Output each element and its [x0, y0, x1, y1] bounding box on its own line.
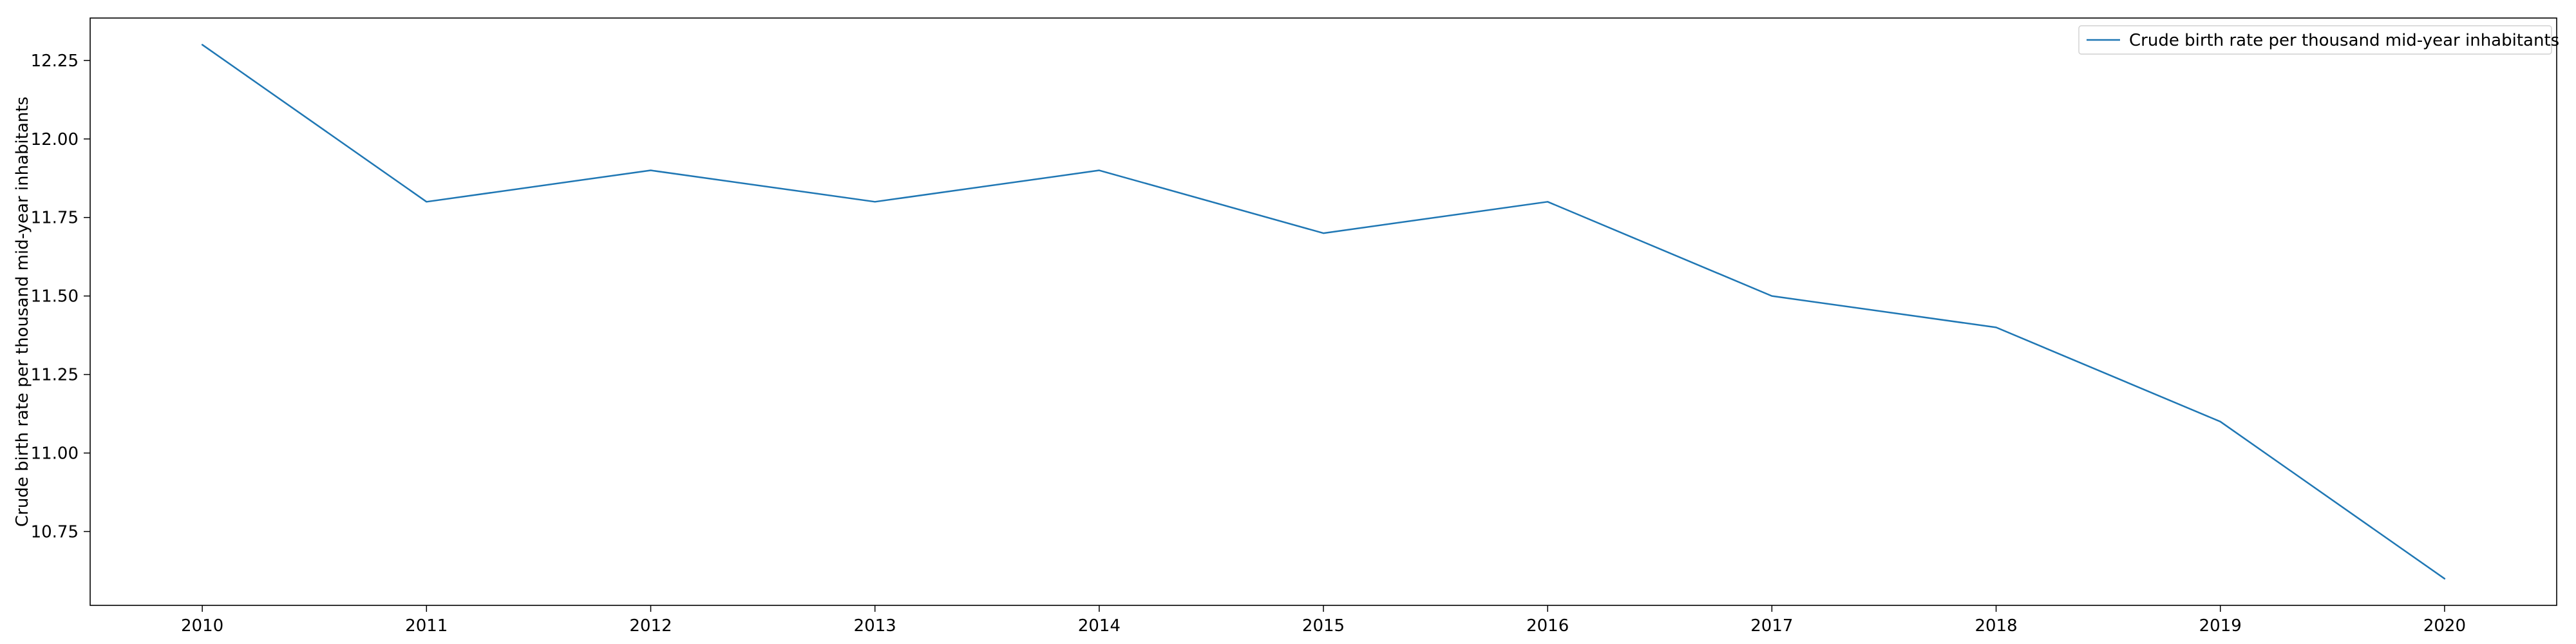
legend-label: Crude birth rate per thousand mid-year i… [2129, 31, 2559, 50]
y-tick-label: 11.00 [31, 444, 79, 463]
plot-area [90, 18, 2557, 605]
x-tick-label: 2012 [629, 616, 672, 636]
y-tick-label: 12.00 [31, 130, 79, 149]
series-layer [201, 44, 2446, 580]
x-tick-label: 2014 [1078, 616, 1121, 636]
y-tick-label: 11.25 [31, 366, 79, 385]
legend: Crude birth rate per thousand mid-year i… [2078, 25, 2559, 55]
y-tick-label: 11.75 [31, 209, 79, 228]
y-tick-label: 12.25 [31, 52, 79, 71]
x-tick-label: 2019 [2199, 616, 2242, 636]
y-tick-label: 11.50 [31, 287, 79, 307]
legend-box [2078, 25, 2552, 55]
x-tick-label: 2017 [1750, 616, 1793, 636]
x-tick-label: 2018 [1975, 616, 2017, 636]
x-tick-label: 2013 [854, 616, 896, 636]
y-tick-label: 10.75 [31, 522, 79, 542]
x-tick-label: 2010 [181, 616, 223, 636]
y-axis-label: Crude birth rate per thousand mid-year i… [13, 97, 32, 527]
x-tick-label: 2020 [2423, 616, 2466, 636]
x-tick-label: 2015 [1302, 616, 1345, 636]
series-line [201, 44, 2446, 580]
x-axis: 2010 2011 2012 2013 2014 2015 2016 2017 2018 2019… [181, 605, 2466, 636]
y-axis: 10.75 11.00 11.25 11.50 11.75 12.00 12.25 [31, 52, 90, 542]
x-tick-label: 2016 [1526, 616, 1569, 636]
x-tick-label: 2011 [405, 616, 448, 636]
